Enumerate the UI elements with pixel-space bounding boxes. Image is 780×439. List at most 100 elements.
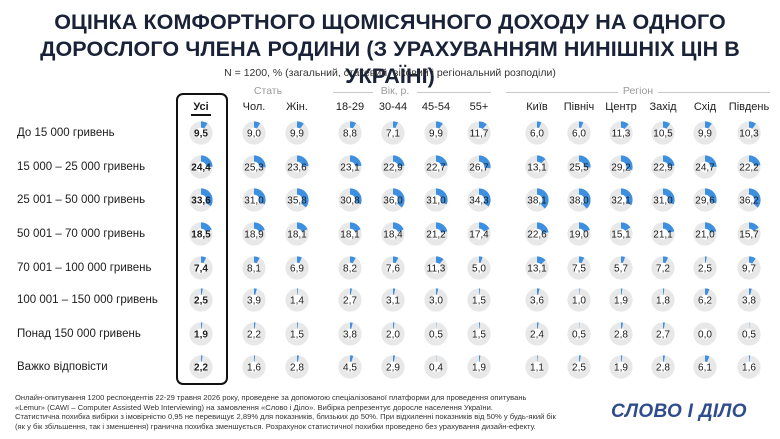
- donut-value: 2,5: [194, 296, 208, 307]
- donut-0-4: 7,4: [189, 256, 213, 280]
- donut-fill: [338, 188, 362, 212]
- donut-value: 31,0: [426, 196, 446, 207]
- donut-fill: [338, 256, 362, 280]
- donut-fill: [381, 288, 405, 312]
- donut-fill: [424, 288, 448, 312]
- donut-0-7: 2,2: [189, 355, 213, 379]
- donut-value: 3,6: [530, 296, 544, 307]
- donut-6-2: 34,3: [467, 188, 491, 212]
- donut-fill: [189, 288, 213, 312]
- donut-6-7: 1,9: [467, 355, 491, 379]
- donut-value: 3,0: [429, 296, 443, 307]
- donut-12-4: 9,7: [737, 256, 761, 280]
- donut-fill: [338, 355, 362, 379]
- chart-subtitle: N = 1200, % (загальний, статевий, вікови…: [224, 67, 556, 79]
- donut-10-0: 10,5: [651, 121, 675, 145]
- donut-fill: [567, 222, 591, 246]
- donut-value: 1,0: [572, 296, 586, 307]
- donut-fill: [424, 322, 448, 346]
- donut-12-5: 3,8: [737, 288, 761, 312]
- donut-fill: [242, 222, 266, 246]
- donut-5-6: 0,5: [424, 322, 448, 346]
- donut-fill: [242, 121, 266, 145]
- donut-5-3: 21,2: [424, 222, 448, 246]
- donut-4-7: 2,9: [381, 355, 405, 379]
- donut-fill: [424, 355, 448, 379]
- donut-fill: [525, 188, 549, 212]
- donut-fill: [567, 155, 591, 179]
- donut-fill: [651, 188, 675, 212]
- methodology-note: Онлайн-опитування 1200 респондентів 22-2…: [15, 393, 575, 431]
- column-header-6: 55+: [469, 101, 489, 113]
- donut-1-1: 25,3: [242, 155, 266, 179]
- donut-8-2: 38,0: [567, 188, 591, 212]
- donut-value: 22,9: [653, 163, 673, 174]
- donut-fill: [525, 222, 549, 246]
- donut-fill: [693, 188, 717, 212]
- donut-value: 13,1: [527, 264, 547, 275]
- donut-11-7: 6,1: [693, 355, 717, 379]
- donut-0-3: 18,5: [189, 222, 213, 246]
- donut-value: 2,8: [656, 363, 670, 374]
- donut-fill: [651, 121, 675, 145]
- donut-0-2: 33,6: [189, 188, 213, 212]
- donut-7-2: 38,1: [525, 188, 549, 212]
- donut-fill: [338, 322, 362, 346]
- donut-9-7: 1,9: [609, 355, 633, 379]
- donut-5-5: 3,0: [424, 288, 448, 312]
- donut-value: 13,1: [527, 163, 547, 174]
- donut-value: 3,8: [343, 330, 357, 341]
- donut-fill: [285, 322, 309, 346]
- donut-value: 11,7: [470, 129, 489, 140]
- donut-fill: [525, 155, 549, 179]
- donut-value: 15,1: [611, 230, 631, 241]
- donut-9-1: 29,2: [609, 155, 633, 179]
- donut-value: 9,9: [698, 129, 712, 140]
- donut-fill: [467, 222, 491, 246]
- donut-6-3: 17,4: [467, 222, 491, 246]
- donut-value: 2,8: [290, 363, 304, 374]
- donut-8-0: 6,0: [567, 121, 591, 145]
- donut-12-7: 1,6: [737, 355, 761, 379]
- donut-value: 8,1: [247, 264, 261, 275]
- donut-fill: [242, 155, 266, 179]
- donut-fill: [737, 322, 761, 346]
- donut-value: 1,6: [742, 363, 756, 374]
- donut-fill: [189, 188, 213, 212]
- donut-10-6: 2,7: [651, 322, 675, 346]
- donut-value: 1,1: [530, 363, 544, 374]
- donut-fill: [424, 155, 448, 179]
- donut-value: 9,7: [742, 264, 756, 275]
- donut-2-0: 9,9: [285, 121, 309, 145]
- donut-11-5: 6,2: [693, 288, 717, 312]
- donut-fill: [242, 188, 266, 212]
- donut-3-5: 2,7: [338, 288, 362, 312]
- donut-value: 0,4: [429, 363, 443, 374]
- donut-1-5: 3,9: [242, 288, 266, 312]
- donut-value: 3,8: [742, 296, 756, 307]
- donut-fill: [525, 256, 549, 280]
- donut-fill: [381, 322, 405, 346]
- donut-2-6: 1,5: [285, 322, 309, 346]
- donut-value: 7,6: [386, 264, 400, 275]
- row-label-4: 70 001 – 100 000 гривень: [17, 262, 152, 274]
- donut-6-1: 26,7: [467, 155, 491, 179]
- donut-fill: [693, 288, 717, 312]
- donut-6-6: 1,5: [467, 322, 491, 346]
- donut-3-7: 4,5: [338, 355, 362, 379]
- donut-value: 38,1: [527, 196, 547, 207]
- donut-fill: [189, 222, 213, 246]
- donut-value: 8,2: [343, 264, 357, 275]
- row-label-0: До 15 000 гривень: [17, 127, 115, 139]
- donut-11-2: 29,6: [693, 188, 717, 212]
- donut-fill: [285, 288, 309, 312]
- donut-value: 31,0: [244, 196, 264, 207]
- donut-fill: [609, 322, 633, 346]
- row-label-7: Важко відповісти: [17, 361, 108, 373]
- donut-12-6: 0,5: [737, 322, 761, 346]
- total-column-underline: [191, 114, 211, 116]
- donut-fill: [693, 121, 717, 145]
- row-label-2: 25 001 – 50 000 гривень: [17, 194, 146, 206]
- donut-9-2: 32,1: [609, 188, 633, 212]
- column-header-3: 18-29: [335, 101, 365, 113]
